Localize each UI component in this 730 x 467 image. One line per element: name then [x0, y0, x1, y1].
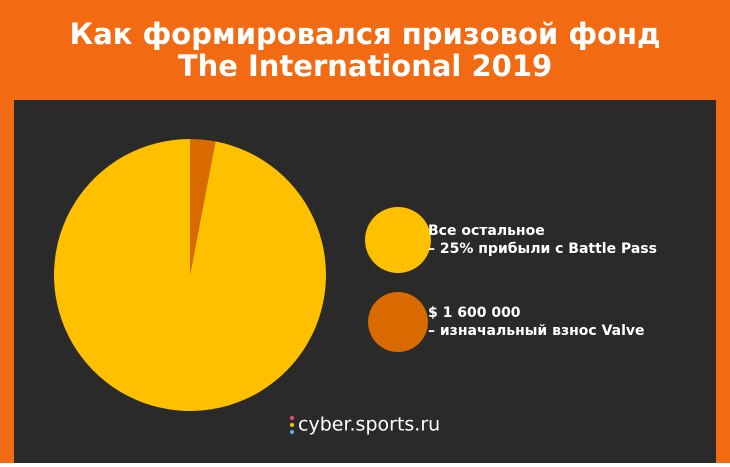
- pie-slice: [190, 139, 216, 275]
- legend-label: – 25% прибыли с Battle Pass: [428, 241, 657, 257]
- legend-swatch: [368, 292, 428, 352]
- chart-title: Как формировался призовой фонд: [69, 17, 660, 51]
- chart-title: The International 2019: [178, 49, 552, 83]
- legend-label: – изначальный взнос Valve: [428, 323, 645, 339]
- legend-label: Все остальное: [428, 223, 545, 239]
- legend-swatch: [365, 207, 431, 273]
- source-logo: [290, 416, 294, 434]
- legend-label: $ 1 600 000: [428, 305, 521, 321]
- source: cyber.sports.ru: [298, 414, 440, 436]
- pie-slice: [53, 139, 326, 412]
